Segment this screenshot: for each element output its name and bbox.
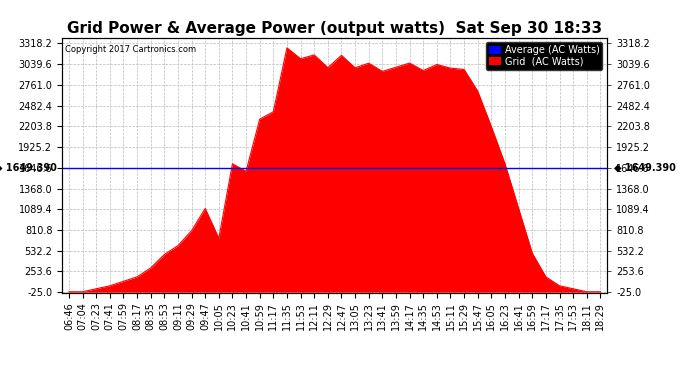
Text: ◆ 1649.390: ◆ 1649.390: [0, 163, 57, 172]
Legend: Average (AC Watts), Grid  (AC Watts): Average (AC Watts), Grid (AC Watts): [486, 42, 602, 70]
Title: Grid Power & Average Power (output watts)  Sat Sep 30 18:33: Grid Power & Average Power (output watts…: [67, 21, 602, 36]
Text: Copyright 2017 Cartronics.com: Copyright 2017 Cartronics.com: [65, 45, 196, 54]
Text: ◆ 1649.390: ◆ 1649.390: [614, 163, 676, 172]
